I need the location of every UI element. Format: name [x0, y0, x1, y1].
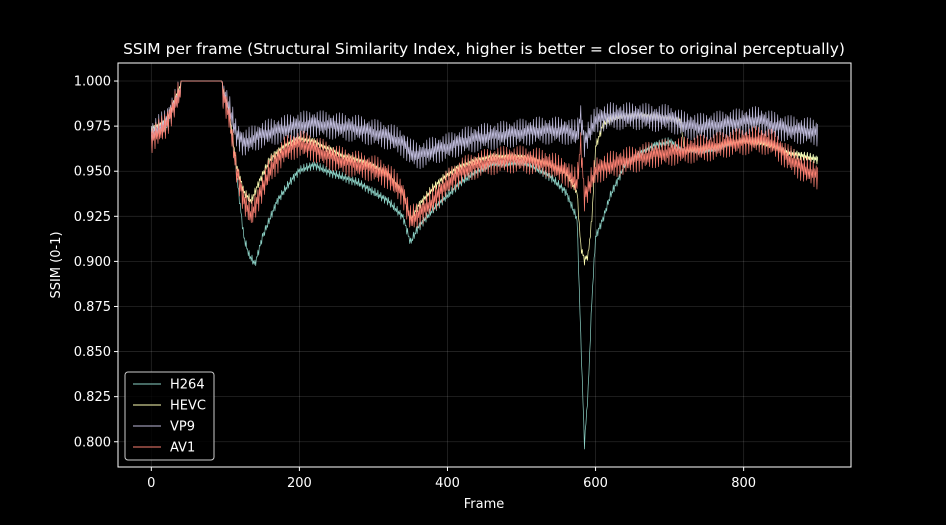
- x-tick-label: 0: [147, 476, 155, 491]
- y-tick-label: 0.950: [74, 165, 111, 180]
- axis-ticks: 0 200 400 600 800 0.800 0.825 0.850 0.875 0.900 0.…: [74, 75, 756, 491]
- y-tick-label: 0.925: [74, 210, 111, 225]
- x-tick-label: 600: [583, 476, 608, 491]
- plot-frame: [117, 62, 852, 468]
- x-tick-label: 200: [287, 476, 312, 491]
- y-axis-label: SSIM (0-1): [49, 231, 64, 298]
- y-tick-label: 0.900: [74, 255, 111, 270]
- series-layer: [150, 80, 819, 450]
- legend-label: H264: [170, 378, 205, 393]
- legend-box: [124, 371, 215, 461]
- series-line-av1: [150, 80, 819, 229]
- x-axis-label: Frame: [464, 497, 505, 512]
- y-tick-label: 1.000: [74, 75, 111, 90]
- legend-label: VP9: [170, 420, 195, 435]
- y-tick-label: 0.850: [74, 345, 111, 360]
- legend-label: AV1: [170, 441, 195, 456]
- y-tick-label: 0.875: [74, 300, 111, 315]
- y-tick-label: 0.975: [74, 120, 111, 135]
- x-tick-label: 400: [435, 476, 460, 491]
- y-tick-label: 0.800: [74, 435, 111, 450]
- y-tick-label: 0.825: [74, 390, 111, 405]
- legend: H264 HEVC VP9 AV1: [124, 371, 215, 461]
- grid: [118, 63, 851, 467]
- x-tick-label: 800: [731, 476, 756, 491]
- series-line-vp9: [150, 80, 819, 170]
- chart-title: SSIM per frame (Structural Similarity In…: [123, 40, 845, 58]
- legend-label: HEVC: [170, 399, 206, 414]
